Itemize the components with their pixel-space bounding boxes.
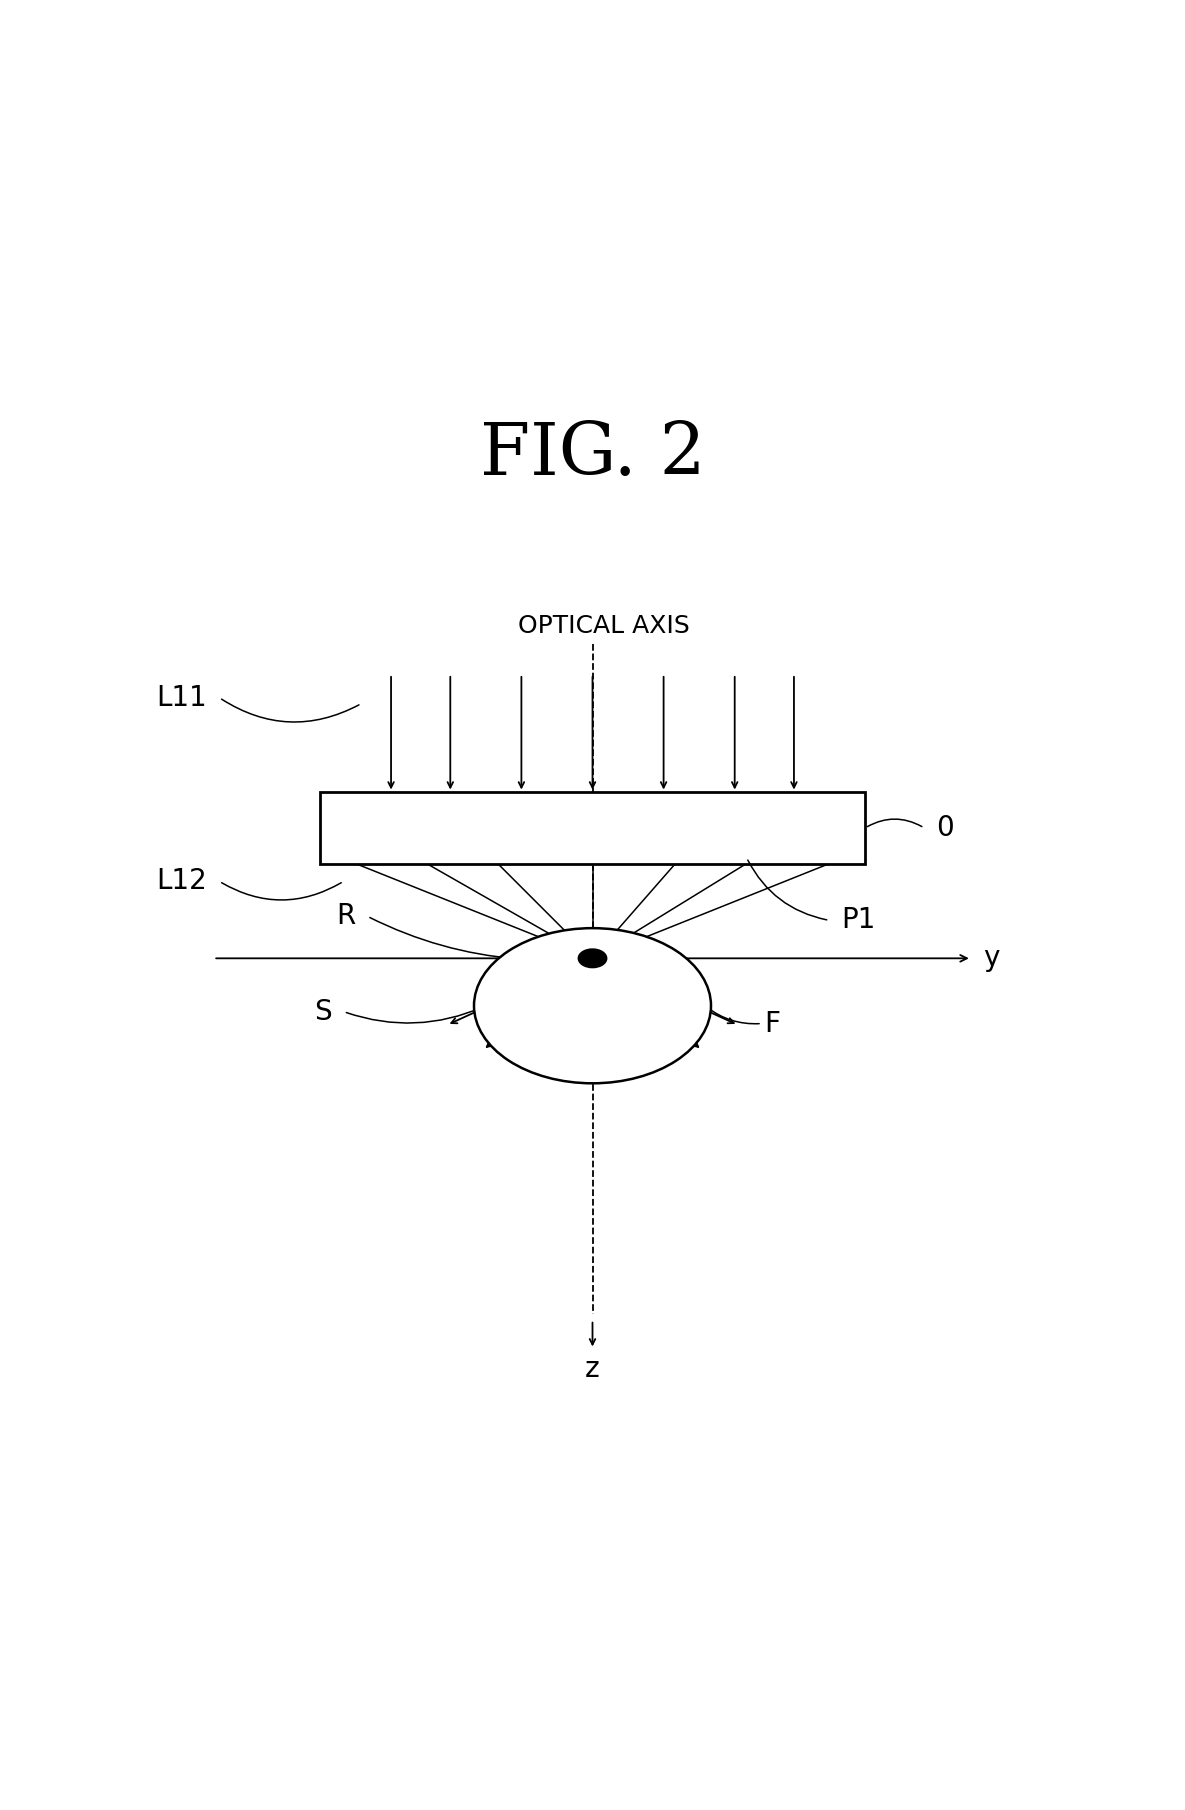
Ellipse shape: [474, 929, 711, 1084]
Ellipse shape: [578, 948, 607, 968]
Text: R: R: [337, 903, 356, 930]
Text: L11: L11: [156, 684, 207, 711]
Text: L12: L12: [156, 867, 207, 896]
Text: y: y: [984, 945, 1000, 972]
Text: P1: P1: [841, 907, 876, 934]
Text: F: F: [764, 1010, 781, 1037]
Text: 0: 0: [936, 814, 954, 842]
Bar: [320, 793, 865, 863]
Text: FIG. 2: FIG. 2: [480, 420, 705, 491]
Text: z: z: [585, 1356, 600, 1383]
Text: OPTICAL AXIS: OPTICAL AXIS: [519, 614, 690, 639]
Text: S: S: [314, 997, 332, 1026]
